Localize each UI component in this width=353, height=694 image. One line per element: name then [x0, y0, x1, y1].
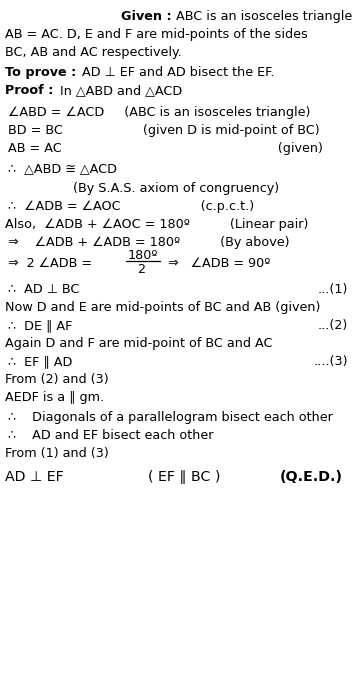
Text: In △ABD and △ACD: In △ABD and △ACD	[60, 84, 182, 97]
Text: ....(3): ....(3)	[313, 355, 348, 368]
Text: AEDF is a ∥ gm.: AEDF is a ∥ gm.	[5, 391, 104, 404]
Text: ∴  DE ∥ AF: ∴ DE ∥ AF	[8, 319, 72, 332]
Text: BC, AB and AC respectively.: BC, AB and AC respectively.	[5, 46, 182, 59]
Text: Now D and E are mid-points of BC and AB (given): Now D and E are mid-points of BC and AB …	[5, 301, 321, 314]
Text: (Q.E.D.): (Q.E.D.)	[280, 470, 343, 484]
Text: 2: 2	[137, 263, 145, 276]
Text: ∴  EF ∥ AD: ∴ EF ∥ AD	[8, 355, 72, 368]
Text: ABC is an isosceles triangle with: ABC is an isosceles triangle with	[176, 10, 353, 23]
Text: ∴  ∠ADB = ∠AOC                    (c.p.c.t.): ∴ ∠ADB = ∠AOC (c.p.c.t.)	[8, 200, 254, 213]
Text: ∴  △ABD ≅ △ACD: ∴ △ABD ≅ △ACD	[8, 162, 117, 175]
Text: AB = AC. D, E and F are mid-points of the sides: AB = AC. D, E and F are mid-points of th…	[5, 28, 308, 41]
Text: To prove :: To prove :	[5, 66, 81, 79]
Text: AB = AC                                                      (given): AB = AC (given)	[8, 142, 323, 155]
Text: Given :: Given :	[121, 10, 176, 23]
Text: ( EF ∥ BC ): ( EF ∥ BC )	[148, 470, 220, 484]
Text: Proof :: Proof :	[5, 84, 58, 97]
Text: ∴    Diagonals of a parallelogram bisect each other: ∴ Diagonals of a parallelogram bisect ea…	[8, 411, 333, 424]
Text: ⇒  2 ∠ADB =: ⇒ 2 ∠ADB =	[8, 257, 96, 270]
Text: (By S.A.S. axiom of congruency): (By S.A.S. axiom of congruency)	[73, 182, 279, 195]
Text: AD ⊥ EF and AD bisect the EF.: AD ⊥ EF and AD bisect the EF.	[82, 66, 275, 79]
Text: Also,  ∠ADB + ∠AOC = 180º          (Linear pair): Also, ∠ADB + ∠AOC = 180º (Linear pair)	[5, 218, 309, 231]
Text: ∴    AD and EF bisect each other: ∴ AD and EF bisect each other	[8, 429, 214, 442]
Text: AD ⊥ EF: AD ⊥ EF	[5, 470, 64, 484]
Text: ...(2): ...(2)	[318, 319, 348, 332]
Text: ∠ABD = ∠ACD     (ABC is an isosceles triangle): ∠ABD = ∠ACD (ABC is an isosceles triangl…	[8, 106, 310, 119]
Text: ∴  AD ⊥ BC: ∴ AD ⊥ BC	[8, 283, 79, 296]
Text: ⇒   ∠ADB = 90º: ⇒ ∠ADB = 90º	[168, 257, 270, 270]
Text: BD = BC                    (given D is mid-point of BC): BD = BC (given D is mid-point of BC)	[8, 124, 319, 137]
Text: From (2) and (3): From (2) and (3)	[5, 373, 109, 386]
Text: 180º: 180º	[128, 249, 158, 262]
Text: ...(1): ...(1)	[318, 283, 348, 296]
Text: ⇒    ∠ADB + ∠ADB = 180º          (By above): ⇒ ∠ADB + ∠ADB = 180º (By above)	[8, 236, 289, 249]
Text: Again D and F are mid-point of BC and AC: Again D and F are mid-point of BC and AC	[5, 337, 273, 350]
Text: From (1) and (3): From (1) and (3)	[5, 447, 109, 460]
